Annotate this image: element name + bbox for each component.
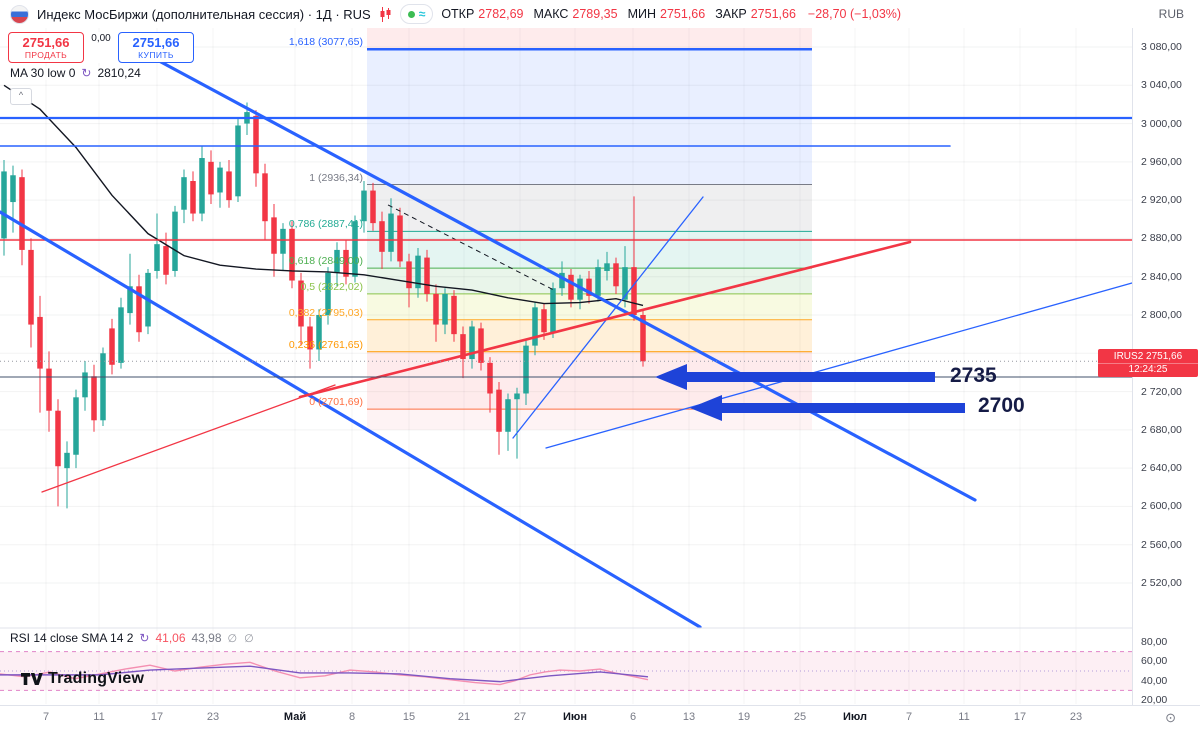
price-level-label-2735: 2735 [950, 364, 997, 387]
time-axis[interactable]: ⊙ 7 11 17 23 Май 8 15 21 27 Июн 6 13 19 25 Июл 7 11 17 23 [0, 705, 1200, 730]
last-price-ticker: IRUS2 2751,66 [1113, 351, 1183, 362]
ohlc-low-label: МИН [627, 7, 657, 21]
time-axis-tick: 6 [629, 711, 637, 723]
trade-panel: 2751,66 ПРОДАТЬ 0,00 2751,66 КУПИТЬ [8, 32, 194, 63]
rsi-axis-tick: 40,00 [1141, 674, 1168, 687]
time-axis-month-tick: Июн [563, 711, 587, 723]
price-axis-tick: 2 600,00 [1141, 500, 1182, 513]
price-axis-tick: 2 720,00 [1141, 385, 1182, 398]
price-level-label-2700: 2700 [978, 394, 1025, 417]
time-axis-tick: 8 [348, 711, 356, 723]
rsi-legend-title: RSI 14 close SMA 14 2 [10, 631, 134, 645]
rsi-indicator-legend[interactable]: RSI 14 close SMA 14 2 ↻ 41,06 43,98 ∅ ∅ [8, 631, 258, 645]
status-dot-icon [407, 10, 415, 18]
ohlc-open-value: 2782,69 [478, 7, 524, 21]
time-axis-tick: 11 [93, 711, 105, 723]
price-axis-tick: 2 840,00 [1141, 270, 1182, 283]
time-axis-tick: 21 [457, 711, 471, 723]
chart-header: Индекс МосБиржи (дополнительная сессия) … [0, 0, 1200, 28]
sell-button[interactable]: 2751,66 ПРОДАТЬ [8, 32, 84, 63]
axis-settings-icon[interactable]: ⊙ [1165, 710, 1176, 725]
price-axis-tick: 2 960,00 [1141, 155, 1182, 168]
tradingview-logo-icon [21, 673, 43, 685]
price-axis-tick: 3 080,00 [1141, 41, 1182, 53]
status-approx-icon: ≈ [418, 7, 426, 21]
ohlc-values: ОТКР 2782,69 МАКС 2789,35 МИН 2751,66 ЗА… [441, 7, 907, 21]
time-axis-month-tick: Июл [842, 711, 868, 723]
time-axis-tick: 17 [1013, 711, 1027, 723]
symbol-title[interactable]: Индекс МосБиржи (дополнительная сессия) … [37, 6, 371, 22]
refresh-icon[interactable]: ↻ [139, 631, 150, 645]
buy-price: 2751,66 [132, 35, 180, 50]
ohlc-low-value: 2751,66 [660, 7, 706, 21]
ohlc-open-label: ОТКР [441, 7, 475, 21]
flag-icon-russia [10, 4, 29, 24]
ohlc-close-label: ЗАКР [715, 7, 747, 21]
time-axis-tick: 19 [737, 711, 751, 723]
price-axis-tick: 2 800,00 [1141, 309, 1182, 321]
change-value: −28,70 (−1,03%) [807, 7, 902, 21]
level-arrow [690, 395, 965, 421]
market-status-pill[interactable]: ≈ [399, 4, 434, 24]
time-axis-tick: 13 [682, 711, 696, 723]
rsi-axis-tick: 80,00 [1141, 636, 1168, 648]
price-axis-tick: 2 920,00 [1141, 194, 1182, 207]
sell-label: ПРОДАТЬ [24, 50, 68, 60]
price-axis-tick: 2 640,00 [1141, 462, 1182, 475]
price-axis-tick: 2 680,00 [1141, 423, 1182, 436]
rsi-signal-value: 43,98 [191, 631, 222, 645]
price-axis-tick: 2 560,00 [1141, 538, 1182, 551]
refresh-icon[interactable]: ↻ [81, 66, 92, 80]
ohlc-close-value: 2751,66 [750, 7, 796, 21]
time-axis-tick: 11 [958, 711, 970, 723]
rsi-value: 41,06 [155, 631, 186, 645]
last-price-time: 12:24:25 [1098, 363, 1198, 376]
candlestick-type-icon [379, 6, 392, 22]
empty-set-icons: ∅ ∅ [227, 632, 256, 645]
time-axis-tick: 23 [1069, 711, 1083, 723]
time-axis-tick: 27 [513, 711, 527, 723]
currency-label[interactable]: RUB [1158, 7, 1184, 21]
time-axis-tick: 7 [42, 711, 50, 723]
time-axis-tick: 17 [150, 711, 164, 723]
tradingview-logo-text: TradingView [48, 670, 145, 687]
time-axis-tick: 15 [402, 711, 416, 723]
ma-value: 2810,24 [97, 66, 141, 80]
buy-button[interactable]: 2751,66 КУПИТЬ [118, 32, 194, 63]
ohlc-high-label: МАКС [533, 7, 569, 21]
price-axis-tick: 2 880,00 [1141, 232, 1182, 245]
time-axis-month-tick: Май [283, 711, 307, 723]
buy-label: КУПИТЬ [138, 50, 174, 60]
ma-indicator-legend[interactable]: MA 30 low 0 ↻ 2810,24 [8, 66, 143, 80]
price-axis-tick: 3 000,00 [1141, 117, 1182, 130]
level-arrow [655, 364, 935, 390]
rsi-axis-tick: 20,00 [1141, 694, 1168, 706]
tradingview-watermark[interactable]: TradingView [20, 670, 144, 688]
last-price-badge: IRUS2 2751,66 12:24:25 [1098, 349, 1198, 377]
ma-legend-title: MA 30 low 0 [10, 66, 76, 80]
price-axis-tick: 2 520,00 [1141, 577, 1182, 589]
sell-price: 2751,66 [22, 35, 70, 50]
spread-value: 0,00 [84, 32, 118, 63]
rsi-axis-tick: 60,00 [1141, 655, 1168, 668]
ohlc-high-value: 2789,35 [572, 7, 618, 21]
time-axis-tick: 25 [793, 711, 807, 723]
time-axis-tick: 7 [905, 711, 913, 723]
price-axis-tick: 3 040,00 [1141, 79, 1182, 92]
time-axis-tick: 23 [206, 711, 220, 723]
collapse-pane-button[interactable]: ^ [10, 88, 32, 105]
